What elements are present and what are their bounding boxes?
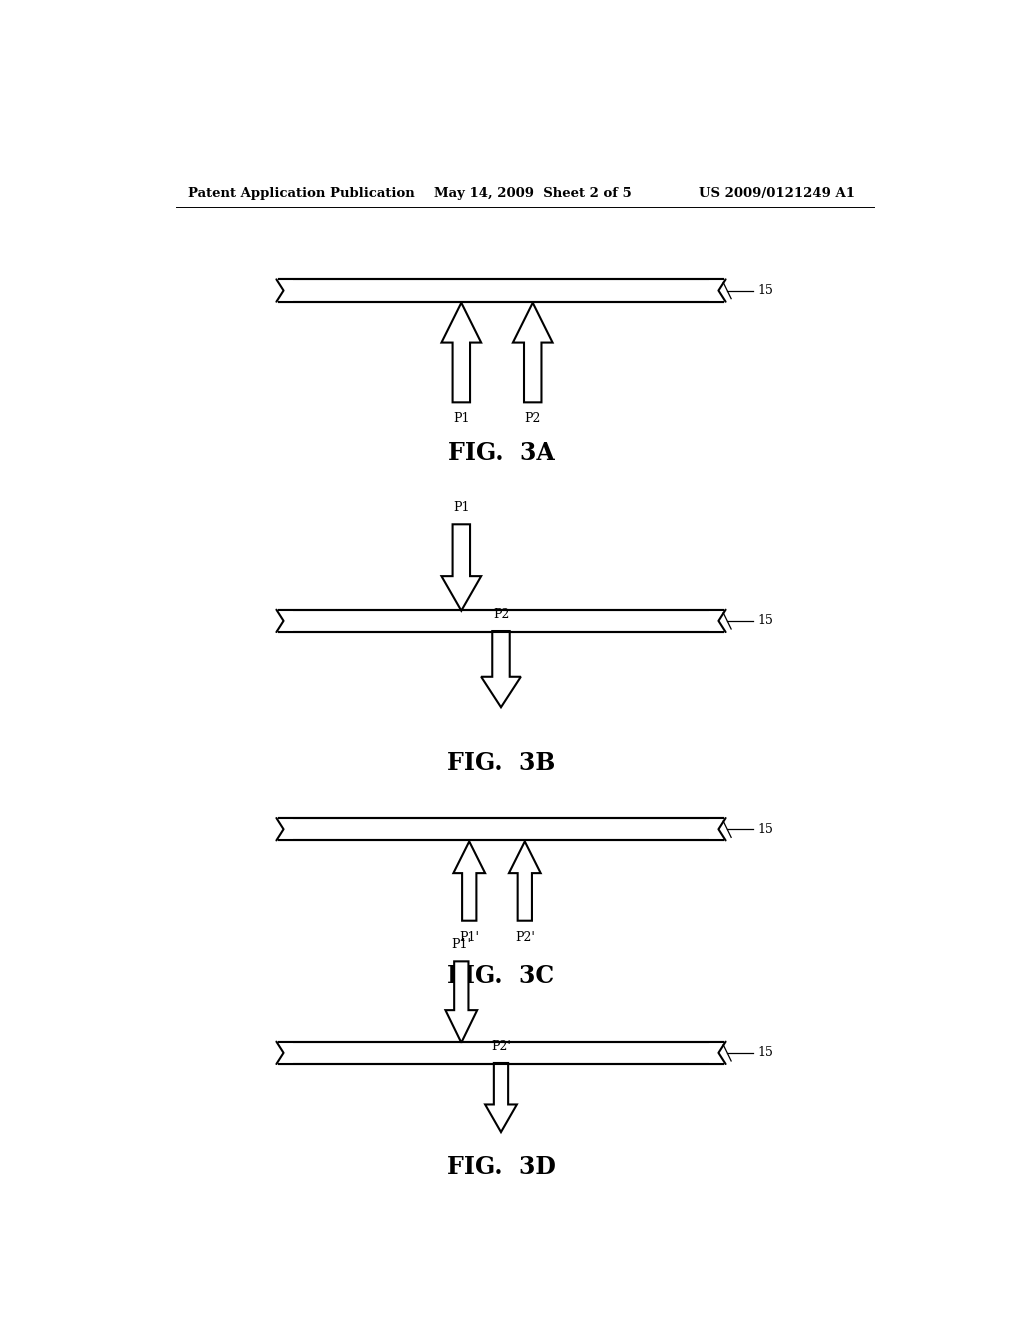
Polygon shape — [509, 841, 541, 921]
Polygon shape — [445, 961, 477, 1043]
Polygon shape — [274, 818, 293, 841]
Polygon shape — [279, 1041, 723, 1064]
Text: P1': P1' — [459, 931, 479, 944]
Polygon shape — [279, 818, 723, 841]
Text: 15: 15 — [758, 614, 773, 627]
Polygon shape — [274, 280, 293, 302]
Polygon shape — [274, 1041, 293, 1064]
Text: FIG.  3A: FIG. 3A — [447, 441, 554, 465]
Text: P2': P2' — [515, 931, 535, 944]
Polygon shape — [481, 631, 521, 708]
Text: FIG.  3B: FIG. 3B — [446, 751, 555, 775]
Polygon shape — [709, 280, 727, 302]
Text: FIG.  3C: FIG. 3C — [447, 964, 555, 987]
Text: May 14, 2009  Sheet 2 of 5: May 14, 2009 Sheet 2 of 5 — [433, 187, 631, 201]
Polygon shape — [279, 280, 723, 302]
Polygon shape — [709, 818, 727, 841]
Polygon shape — [441, 302, 481, 403]
Text: 15: 15 — [758, 822, 773, 836]
Text: 15: 15 — [758, 1047, 773, 1060]
Text: P1: P1 — [453, 502, 470, 515]
Polygon shape — [485, 1063, 517, 1133]
Text: 15: 15 — [758, 284, 773, 297]
Polygon shape — [513, 302, 553, 403]
Polygon shape — [709, 610, 727, 632]
Polygon shape — [279, 610, 723, 632]
Text: P2': P2' — [492, 1040, 511, 1053]
Polygon shape — [709, 1041, 727, 1064]
Polygon shape — [441, 524, 481, 611]
Text: P1': P1' — [452, 939, 471, 952]
Text: FIG.  3D: FIG. 3D — [446, 1155, 555, 1179]
Text: P1: P1 — [453, 412, 470, 425]
Polygon shape — [454, 841, 485, 921]
Text: P2: P2 — [493, 609, 509, 620]
Text: P2: P2 — [524, 412, 541, 425]
Text: US 2009/0121249 A1: US 2009/0121249 A1 — [699, 187, 855, 201]
Polygon shape — [274, 610, 293, 632]
Text: Patent Application Publication: Patent Application Publication — [187, 187, 415, 201]
